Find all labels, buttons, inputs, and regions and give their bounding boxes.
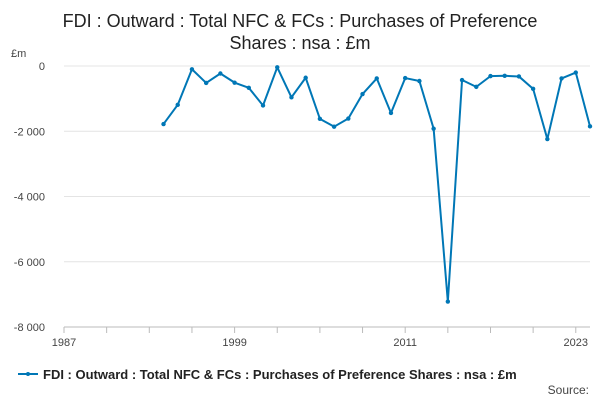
data-point[interactable] [587, 124, 593, 129]
data-point[interactable] [246, 85, 252, 91]
data-point[interactable] [573, 70, 578, 75]
data-point[interactable] [260, 103, 266, 108]
data-point[interactable] [189, 67, 195, 72]
chart-title-line-1: FDI : Outward : Total NFC & FCs : Purcha… [63, 11, 538, 31]
data-point[interactable] [203, 80, 209, 86]
data-point[interactable] [317, 116, 323, 122]
x-tick-label: 2023 [564, 337, 588, 349]
series-line [162, 66, 591, 303]
data-point[interactable] [275, 65, 280, 70]
data-point[interactable] [417, 78, 422, 84]
x-tick-label: 1987 [52, 337, 76, 349]
data-point[interactable] [459, 77, 465, 83]
data-point[interactable] [474, 84, 479, 90]
y-tick-label: 0 [39, 61, 45, 73]
series-layer [161, 65, 593, 304]
data-point[interactable] [445, 299, 451, 304]
legend-swatch-dot [26, 372, 30, 376]
data-point[interactable] [175, 102, 180, 108]
data-point[interactable] [360, 91, 365, 97]
chart-title-line-2: Shares : nsa : £m [229, 33, 370, 53]
legend[interactable]: FDI : Outward : Total NFC & FCs : Purcha… [18, 367, 517, 382]
data-point[interactable] [431, 126, 436, 131]
x-axis-ticks: 1987 1999 2011 2023 [52, 337, 588, 349]
data-point[interactable] [303, 75, 308, 80]
x-axis [63, 326, 590, 333]
data-point[interactable] [388, 110, 394, 116]
y-axis-ticks: 0 -2 000 -4 000 -6 000 -8 000 [14, 61, 45, 334]
source-label: Source: [548, 383, 589, 397]
data-point[interactable] [488, 73, 493, 79]
y-axis-unit: £m [11, 48, 26, 60]
y-tick-label: -8 000 [14, 322, 45, 334]
legend-label: FDI : Outward : Total NFC & FCs : Purcha… [43, 367, 517, 382]
gridlines [64, 65, 590, 263]
data-point[interactable] [346, 116, 351, 121]
data-point[interactable] [218, 71, 223, 76]
data-point[interactable] [374, 76, 379, 81]
data-point[interactable] [545, 136, 550, 142]
data-point[interactable] [289, 95, 294, 100]
y-tick-label: -4 000 [14, 192, 45, 204]
y-tick-label: -6 000 [14, 257, 45, 269]
data-point[interactable] [559, 76, 564, 81]
data-point[interactable] [502, 73, 507, 78]
x-tick-label: 2011 [393, 337, 417, 349]
data-point[interactable] [530, 86, 536, 92]
data-point[interactable] [161, 121, 166, 127]
x-tick-label: 1999 [222, 337, 246, 349]
data-point[interactable] [402, 75, 408, 81]
data-point[interactable] [516, 74, 522, 79]
y-tick-label: -2 000 [14, 126, 45, 138]
data-point[interactable] [232, 80, 237, 85]
data-point[interactable] [331, 124, 337, 129]
